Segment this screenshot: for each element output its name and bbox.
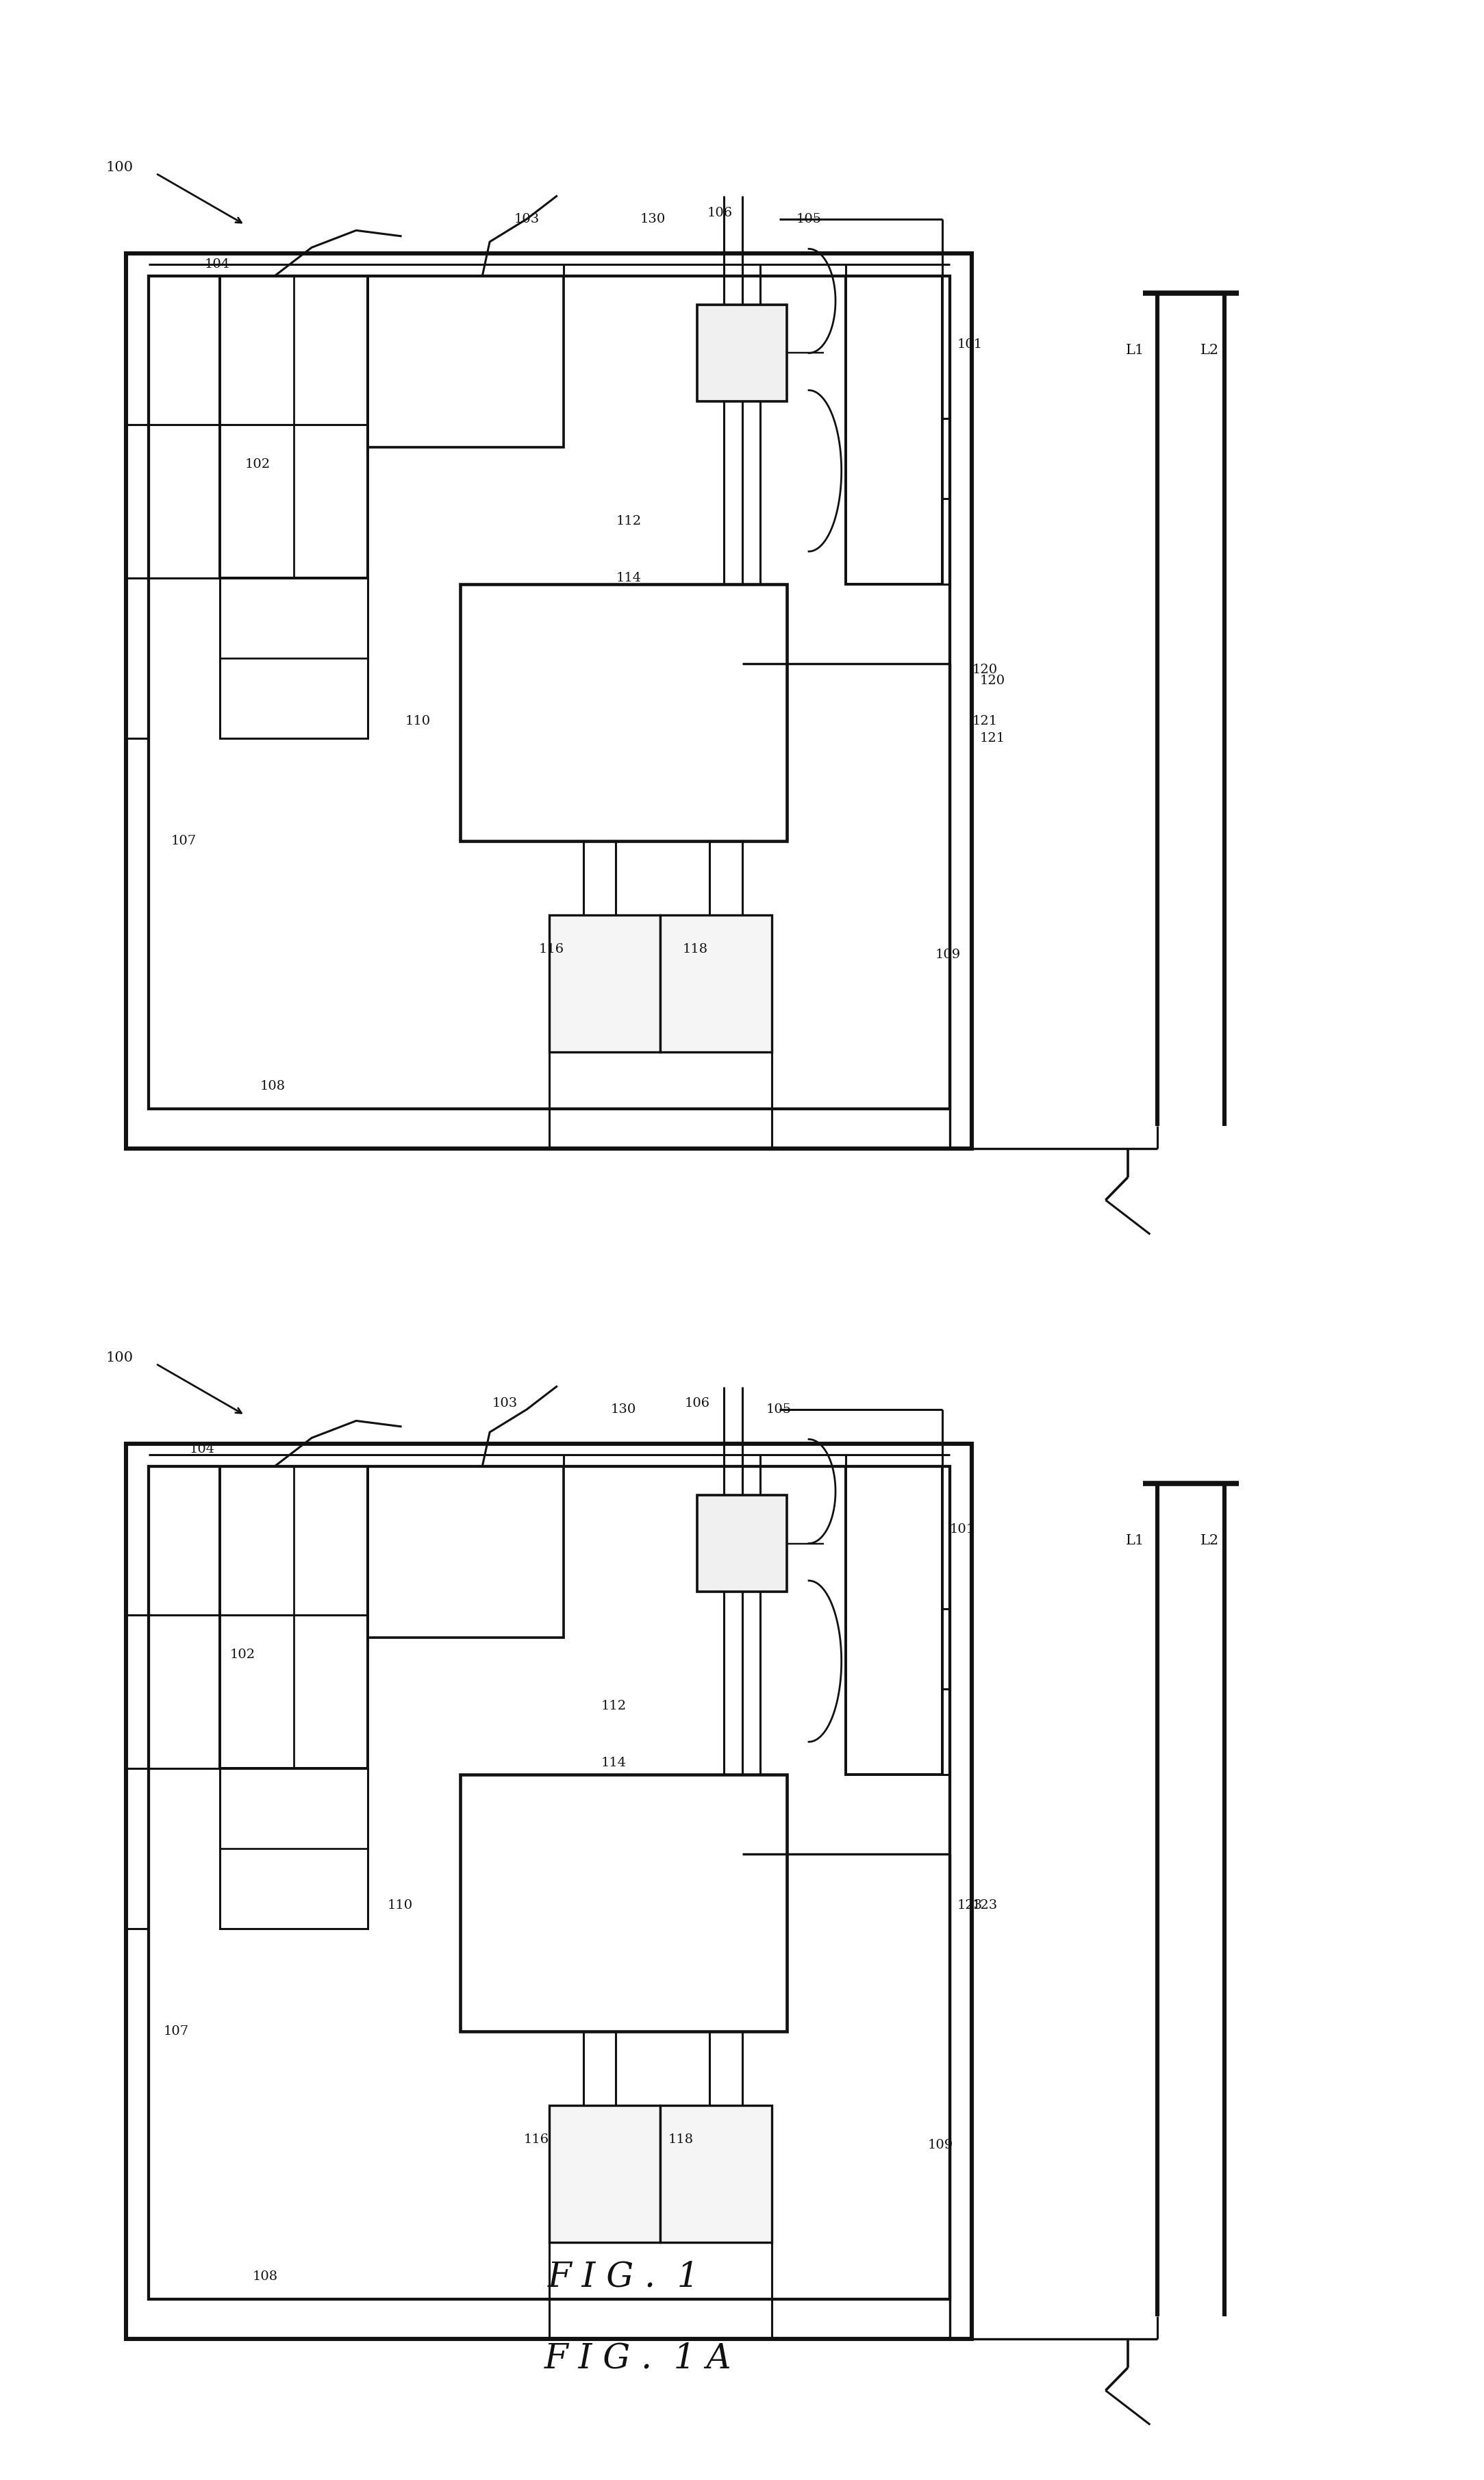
Text: 102: 102 <box>230 1649 255 1662</box>
Text: 107: 107 <box>171 836 196 846</box>
Bar <box>126 253 972 1148</box>
Text: 103: 103 <box>513 213 540 226</box>
Text: 121: 121 <box>972 714 997 727</box>
Text: 123: 123 <box>957 1900 982 1912</box>
Text: 104: 104 <box>205 258 230 270</box>
Text: 130: 130 <box>640 213 666 226</box>
Text: 102: 102 <box>245 459 270 471</box>
Text: 110: 110 <box>387 1900 413 1912</box>
Text: 116: 116 <box>524 2133 549 2145</box>
Bar <box>697 1495 787 1592</box>
Bar <box>460 1776 787 2031</box>
Bar <box>220 1466 368 1768</box>
Bar <box>549 915 660 1052</box>
Text: 112: 112 <box>601 1699 626 1711</box>
Bar <box>660 915 772 1052</box>
Text: 110: 110 <box>405 714 430 727</box>
Text: F I G .  1: F I G . 1 <box>548 2259 699 2294</box>
Text: 105: 105 <box>766 1404 792 1416</box>
Text: 108: 108 <box>252 2269 278 2282</box>
Text: L1: L1 <box>1126 345 1144 357</box>
Text: 108: 108 <box>260 1079 285 1091</box>
Bar <box>126 1443 972 2339</box>
Text: 100: 100 <box>105 1352 134 1364</box>
Text: 101: 101 <box>957 337 982 350</box>
Text: 121: 121 <box>979 732 1005 744</box>
Text: 120: 120 <box>972 665 997 675</box>
Text: 118: 118 <box>683 942 708 955</box>
Text: 118: 118 <box>668 2133 693 2145</box>
Bar <box>846 275 942 585</box>
Bar <box>549 2106 660 2242</box>
Bar <box>220 275 368 578</box>
Text: 116: 116 <box>539 942 564 955</box>
Bar <box>660 2106 772 2242</box>
Text: 106: 106 <box>684 1399 711 1409</box>
Text: 100: 100 <box>105 161 134 174</box>
Text: L2: L2 <box>1201 345 1218 357</box>
Text: 120: 120 <box>979 675 1005 687</box>
Text: 104: 104 <box>190 1443 215 1456</box>
Bar <box>148 275 950 1109</box>
Text: 109: 109 <box>928 2140 953 2150</box>
Text: 107: 107 <box>163 2026 188 2036</box>
Text: 109: 109 <box>935 950 960 960</box>
Text: 103: 103 <box>491 1399 518 1409</box>
Text: 123: 123 <box>972 1900 997 1912</box>
Text: L1: L1 <box>1126 1535 1144 1548</box>
Text: L2: L2 <box>1201 1535 1218 1548</box>
Bar <box>220 578 368 739</box>
Bar <box>220 1768 368 1929</box>
Bar <box>148 1466 950 2299</box>
Bar <box>368 1466 564 1637</box>
Text: 106: 106 <box>706 208 733 218</box>
Text: 114: 114 <box>601 1756 626 1768</box>
Text: 130: 130 <box>610 1404 637 1416</box>
Text: 101: 101 <box>950 1523 975 1535</box>
Text: 112: 112 <box>616 516 641 528</box>
Bar <box>368 275 564 446</box>
Bar <box>460 585 787 841</box>
Bar <box>697 305 787 402</box>
Text: 105: 105 <box>795 213 822 226</box>
Text: 114: 114 <box>616 573 641 585</box>
Text: F I G .  1 A: F I G . 1 A <box>545 2341 732 2376</box>
Bar <box>846 1466 942 1776</box>
